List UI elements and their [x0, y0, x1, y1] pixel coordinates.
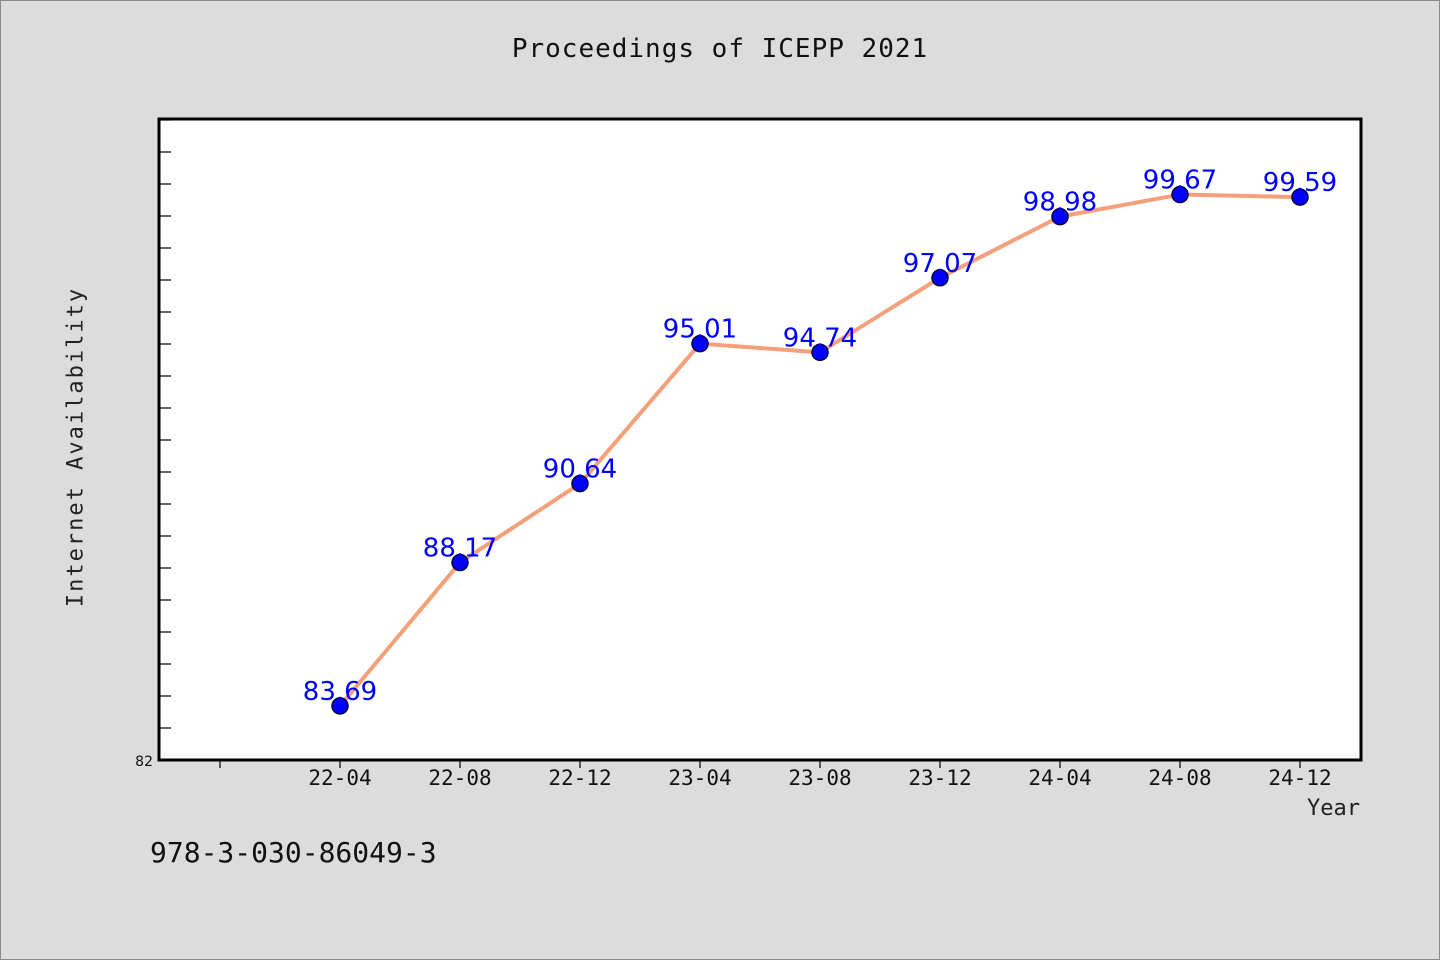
- plot-area: [157, 117, 1363, 762]
- data-point: [451, 553, 469, 572]
- data-label: 99.67: [1143, 166, 1217, 196]
- x-tick-label: 22-08: [428, 766, 491, 790]
- y-axis-ticks: [159, 119, 171, 729]
- data-point: [571, 474, 589, 493]
- data-label: 98.98: [1023, 188, 1097, 218]
- x-tick-label: 24-04: [1028, 766, 1091, 790]
- data-label: 95.01: [663, 315, 737, 345]
- x-tick-label: 23-08: [788, 766, 851, 790]
- data-label: 97.07: [903, 249, 977, 279]
- data-label: 88.17: [423, 534, 497, 564]
- data-point: [931, 269, 949, 287]
- data-label: 90.64: [543, 455, 617, 485]
- x-tick-label: 22-04: [308, 766, 371, 790]
- data-label: 83.69: [303, 677, 377, 707]
- x-tick-label: 22-12: [548, 766, 611, 790]
- series-markers: [331, 185, 1309, 715]
- x-tick-label: 23-04: [668, 766, 731, 790]
- data-label: 94.74: [783, 323, 857, 353]
- series-data-labels: 83.69 88.17 90.64 95.01 94.74 97.07 98.98 99.67…: [303, 166, 1337, 707]
- data-point: [331, 697, 349, 715]
- x-tick-label: 24-08: [1148, 766, 1211, 790]
- data-point: [1291, 188, 1309, 206]
- x-tick-label: 24-12: [1268, 766, 1331, 790]
- data-point: [1171, 185, 1189, 204]
- data-point: [811, 343, 829, 362]
- y-tick-label-min: 82: [135, 754, 153, 770]
- x-axis-ticks: 22-04 22-08 22-12 23-04 23-08 23-12 24-04 24-08…: [219, 760, 1332, 790]
- chart-title: Proceedings of ICEPP 2021: [511, 34, 929, 64]
- isbn-text: 978-3-030-86049-3: [150, 836, 437, 869]
- x-axis-label: Year: [1307, 796, 1360, 821]
- data-point: [1051, 207, 1069, 226]
- data-label: 99.59: [1263, 168, 1337, 198]
- data-point: [691, 334, 709, 353]
- x-tick-label: 23-12: [908, 766, 971, 790]
